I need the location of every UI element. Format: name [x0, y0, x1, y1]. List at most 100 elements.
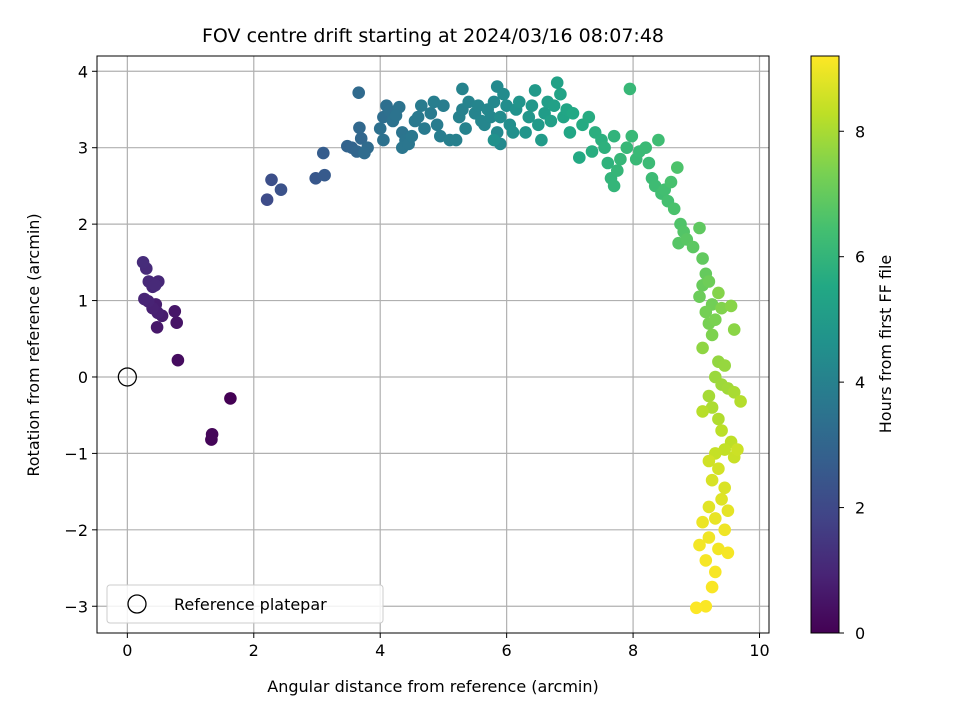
colorbar-tick-label: 6 [855, 248, 865, 267]
scatter-point [702, 275, 716, 288]
scatter-point [260, 193, 274, 206]
scatter-point [625, 129, 639, 143]
scatter-point [150, 321, 164, 334]
scatter-point [484, 110, 498, 124]
scatter-point [693, 538, 706, 552]
scatter-point [170, 316, 183, 330]
scatter-point [671, 161, 684, 174]
scatter-point [598, 141, 611, 154]
scatter-point [690, 601, 703, 615]
colorbar-tick-label: 2 [855, 499, 865, 518]
scatter-point [462, 95, 476, 109]
scatter-point [487, 95, 501, 109]
scatter-point [532, 118, 545, 132]
scatter-point [702, 531, 716, 544]
scatter-point [712, 286, 725, 300]
scatter-point [721, 504, 735, 517]
scatter-point [705, 473, 719, 487]
legend-entry-reference-platepar: Reference platepar [174, 595, 327, 614]
scatter-point [696, 341, 709, 355]
scatter-point [456, 82, 469, 96]
x-tick-label: 10 [749, 641, 769, 660]
scatter-point [686, 240, 700, 254]
scatter-point [274, 183, 288, 196]
scatter-point [607, 129, 621, 143]
scatter-point [705, 328, 719, 342]
scatter-point [696, 252, 709, 265]
scatter-point [497, 87, 510, 101]
scatter-point [168, 305, 182, 318]
scatter-point [136, 255, 150, 269]
scatter-point [373, 122, 387, 135]
scatter-point [702, 454, 716, 468]
scatter-point [702, 389, 716, 403]
scatter-point [528, 84, 542, 97]
scatter-point [731, 443, 744, 456]
scatter-point [709, 313, 722, 327]
scatter-point [377, 133, 390, 147]
y-tick-label: 1 [78, 292, 88, 311]
colorbar-gradient [810, 55, 840, 634]
scatter-point [607, 179, 621, 193]
scatter-point [699, 554, 713, 567]
scatter-point [611, 164, 624, 177]
scatter-point [148, 279, 162, 292]
scatter-point [566, 107, 580, 120]
scatter-point [721, 546, 735, 560]
colorbar-tick-label: 4 [855, 373, 865, 392]
scatter-point [430, 118, 444, 132]
x-tick-label: 8 [628, 641, 638, 660]
scatter-point [696, 515, 709, 529]
scatter-point [547, 99, 561, 112]
scatter-point [727, 386, 741, 399]
scatter-point [550, 76, 564, 89]
scatter-point [715, 424, 728, 437]
y-tick-label: 4 [78, 62, 88, 81]
y-tick-label: 3 [78, 139, 88, 158]
y-tick-label: −2 [64, 521, 88, 540]
scatter-point [224, 392, 237, 405]
scatter-point [705, 580, 719, 594]
y-axis-ticks: −3 −2 −1 0 1 2 3 4 [64, 62, 97, 616]
scatter-point [702, 500, 716, 514]
colorbar-tick-label: 0 [855, 624, 865, 643]
x-tick-label: 0 [122, 641, 132, 660]
scatter-point [573, 151, 586, 164]
colorbar-label: Hours from first FF file [876, 255, 895, 434]
y-tick-label: −1 [64, 444, 88, 463]
scatter-points [136, 76, 747, 615]
y-axis-label: Rotation from reference (arcmin) [24, 213, 43, 476]
scatter-point [705, 401, 719, 414]
scatter-point [712, 542, 725, 556]
scatter-point [317, 146, 330, 160]
scatter-point [525, 99, 539, 112]
x-axis-ticks: 0 2 4 6 8 10 [122, 633, 770, 660]
scatter-point [614, 152, 627, 166]
scatter-point [418, 122, 431, 135]
reference-platepar-marker [117, 367, 137, 387]
scatter-point [693, 221, 706, 235]
scatter-point [718, 359, 731, 372]
x-tick-label: 2 [249, 641, 259, 660]
scatter-point [718, 523, 731, 537]
scatter-point [667, 202, 681, 216]
colorbar: 0 2 4 6 8 Hours from first FF file [810, 55, 895, 643]
scatter-point [411, 110, 425, 124]
scatter-point [712, 412, 725, 426]
scatter-point [424, 107, 438, 120]
scatter-point [437, 99, 450, 112]
scatter-point [696, 405, 709, 418]
y-tick-label: 0 [78, 368, 88, 387]
scatter-point [171, 353, 185, 367]
scatter-point [358, 146, 371, 160]
scatter-point [354, 132, 368, 145]
scatter-point [693, 290, 706, 304]
scatter-point [318, 168, 331, 182]
scatter-point [712, 462, 725, 476]
scatter-point [353, 121, 366, 135]
colorbar-ticks: 0 2 4 6 8 [839, 122, 865, 643]
scatter-point [519, 126, 532, 139]
scatter-point [585, 145, 599, 158]
scatter-point [582, 110, 596, 124]
